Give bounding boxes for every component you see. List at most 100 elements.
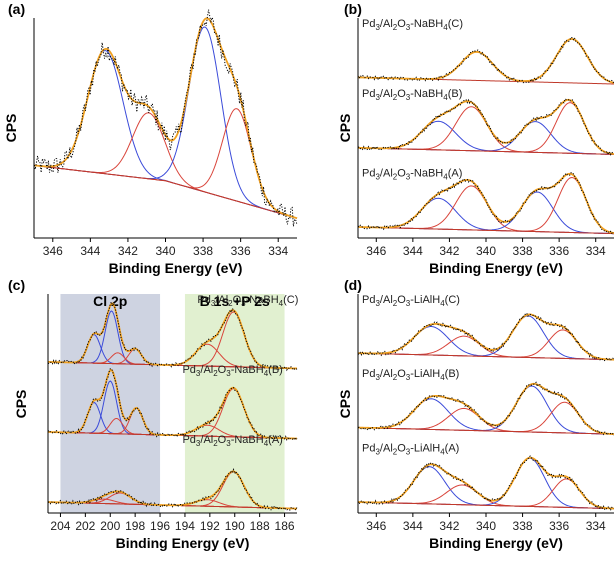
panel-label: (d) xyxy=(344,277,362,293)
x-tick-label: 196 xyxy=(150,519,170,533)
x-tick-label: 188 xyxy=(250,519,270,533)
panel-label: (b) xyxy=(344,1,362,17)
series-label: Pd3/Al2O3-LiAlH4(A) xyxy=(362,443,459,457)
x-tick-label: 336 xyxy=(549,244,569,258)
x-tick-label: 190 xyxy=(225,519,245,533)
x-tick-label: 336 xyxy=(549,519,569,533)
envelope-fit xyxy=(47,302,298,370)
component-peak xyxy=(357,326,614,361)
x-axis-label: Binding Energy (eV) xyxy=(116,535,250,551)
component-peak xyxy=(33,26,298,219)
envelope-fit xyxy=(357,98,614,155)
y-axis-label: CPS xyxy=(13,390,29,419)
baseline xyxy=(357,352,614,361)
series: Pd3/Al2O3-LiAlH4(A) xyxy=(357,443,614,512)
baseline xyxy=(357,226,614,235)
x-tick-label: 334 xyxy=(268,244,288,258)
raw-data xyxy=(357,312,614,362)
x-tick-label: 346 xyxy=(366,519,386,533)
x-tick-label: 340 xyxy=(476,519,496,533)
series: Pd3/Al2O3-NaBH4(C) xyxy=(47,294,298,372)
panel-d: Pd3/Al2O3-LiAlH4(C) Pd3/Al2O3-LiAlH4(B) Pd… xyxy=(337,277,614,551)
raw-data xyxy=(357,381,614,436)
envelope-fit xyxy=(357,382,614,435)
series-label: Pd3/Al2O3-LiAlH4(B) xyxy=(362,368,459,382)
envelope-fit xyxy=(47,470,298,510)
x-axis-label: Binding Energy (eV) xyxy=(109,260,243,276)
panel-label: (c) xyxy=(8,277,25,293)
series-label: Pd3/Al2O3-NaBH4(B) xyxy=(362,88,462,102)
series: Pd3/Al2O3-LiAlH4(B) xyxy=(357,368,614,436)
panel-a: 346 344 342 340 338 336 334 Binding Energy (eV)… xyxy=(3,1,298,276)
raw-data xyxy=(357,98,614,156)
envelope-fit xyxy=(357,38,614,84)
series xyxy=(33,9,298,227)
series: Pd3/Al2O3-NaBH4(B) xyxy=(357,88,614,156)
baseline xyxy=(33,164,298,219)
baseline xyxy=(357,147,614,155)
envelope-fit xyxy=(357,172,614,234)
component-peak xyxy=(357,121,614,155)
y-axis-label: CPS xyxy=(3,114,19,143)
x-tick-label: 336 xyxy=(231,244,251,258)
series-label: Pd3/Al2O3-NaBH4(C) xyxy=(362,18,463,32)
envelope-fit xyxy=(33,17,298,220)
series: Pd3/Al2O3-NaBH4(A) xyxy=(357,167,614,235)
x-tick-label: 186 xyxy=(275,519,295,533)
baseline xyxy=(357,427,614,435)
x-tick-label: 342 xyxy=(439,519,459,533)
component-peak xyxy=(357,401,614,435)
component-peak xyxy=(33,112,298,219)
x-tick-label: 344 xyxy=(403,519,423,533)
series: Pd3/Al2O3-NaBH4(A) xyxy=(47,434,298,511)
x-tick-label: 346 xyxy=(366,244,386,258)
x-tick-label: 340 xyxy=(155,244,175,258)
envelope-fit xyxy=(357,456,614,510)
x-tick-label: 342 xyxy=(118,244,138,258)
x-tick-label: 194 xyxy=(175,519,195,533)
component-peak xyxy=(357,120,614,155)
series: Pd3/Al2O3-NaBH4(C) xyxy=(357,18,614,85)
raw-data xyxy=(33,9,298,227)
x-tick-label: 344 xyxy=(403,244,423,258)
series-label: Pd3/Al2O3-NaBH4(C) xyxy=(197,294,298,308)
series-label: Pd3/Al2O3-LiAlH4(C) xyxy=(362,294,460,308)
x-tick-label: 344 xyxy=(80,244,100,258)
x-tick-label: 202 xyxy=(75,519,95,533)
x-tick-label: 340 xyxy=(476,244,496,258)
x-tick-label: 338 xyxy=(513,519,533,533)
component-peak xyxy=(357,478,614,510)
component-peak xyxy=(357,177,614,234)
x-axis-label: Binding Energy (eV) xyxy=(429,535,563,551)
raw-data xyxy=(357,36,614,85)
shaded-region xyxy=(184,294,285,513)
x-tick-label: 338 xyxy=(513,244,533,258)
x-tick-label: 204 xyxy=(50,519,70,533)
component-peak xyxy=(357,102,614,155)
series-label: Pd3/Al2O3-NaBH4(B) xyxy=(182,364,282,378)
component-peak xyxy=(357,466,614,510)
envelope-fit xyxy=(357,313,614,361)
x-tick-label: 342 xyxy=(439,244,459,258)
x-tick-label: 334 xyxy=(586,244,606,258)
shaded-region xyxy=(60,294,161,513)
panel-label: (a) xyxy=(8,1,25,17)
region-label: Cl 2p xyxy=(93,293,127,309)
component-peak xyxy=(357,315,614,361)
baseline xyxy=(357,501,614,510)
x-axis-label: Binding Energy (eV) xyxy=(429,260,563,276)
x-tick-label: 198 xyxy=(125,519,145,533)
component-peak xyxy=(33,108,298,219)
series-label: Pd3/Al2O3-NaBH4(A) xyxy=(182,434,282,448)
x-tick-label: 346 xyxy=(43,244,63,258)
region-label: B 1s +P 2s xyxy=(200,293,270,309)
raw-data xyxy=(47,468,298,511)
raw-data xyxy=(357,171,614,235)
y-axis-label: CPS xyxy=(337,390,353,419)
x-tick-label: 338 xyxy=(193,244,213,258)
x-tick-label: 192 xyxy=(200,519,220,533)
series: Pd3/Al2O3-NaBH4(B) xyxy=(47,364,298,442)
x-tick-label: 334 xyxy=(586,519,606,533)
